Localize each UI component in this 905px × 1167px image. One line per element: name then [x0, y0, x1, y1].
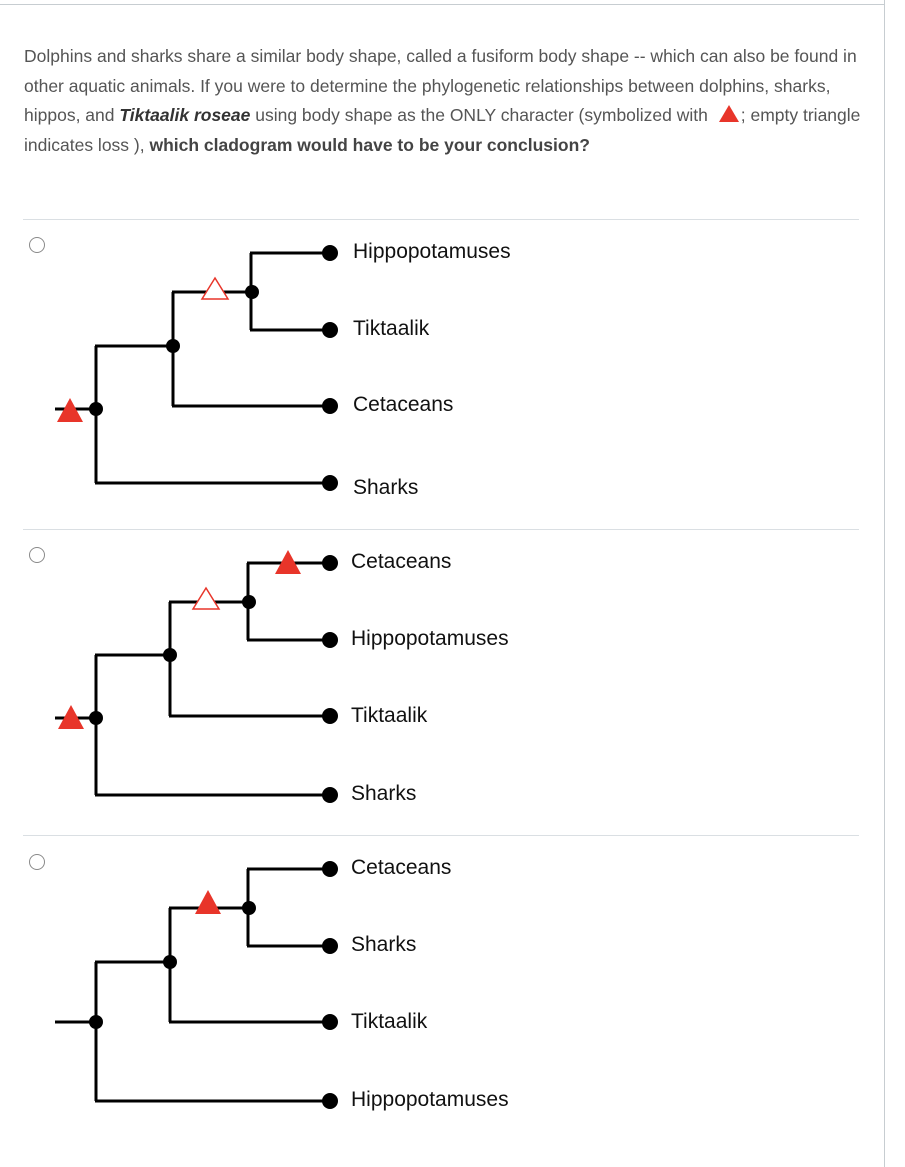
taxon-label: Hippopotamuses — [351, 627, 509, 650]
question-part-2: using body shape as the ONLY character (… — [250, 105, 713, 125]
divider — [23, 529, 859, 530]
taxon-label: Tiktaalik — [351, 1010, 428, 1033]
gain-triangle-icon — [718, 105, 739, 122]
taxon-label: Hippopotamuses — [353, 240, 511, 263]
question-part-1: Dolphins and sharks share a similar body… — [24, 46, 857, 125]
gain-triangle-icon — [57, 398, 83, 422]
species-name: Tiktaalik roseae — [119, 105, 251, 125]
divider — [23, 219, 859, 220]
gain-triangle-icon — [275, 550, 301, 574]
question-emphasis: which cladogram would have to be your co… — [149, 134, 590, 155]
question-text: Dolphins and sharks share a similar body… — [24, 42, 869, 160]
taxon-label: Sharks — [351, 933, 417, 956]
gain-triangle-icon — [58, 705, 84, 729]
radio-button-option-3[interactable] — [29, 854, 45, 870]
divider — [23, 835, 859, 836]
gain-triangle-icon — [195, 890, 221, 914]
answer-option-1[interactable]: Hippopotamuses Tiktaalik Cetaceans Shark… — [0, 220, 880, 530]
answer-option-3[interactable]: Cetaceans Sharks Tiktaalik Hippopotamuse… — [0, 836, 880, 1156]
question-part-3: ; empty triangle indicates loss ), — [24, 105, 861, 155]
cladogram-3 — [55, 861, 338, 1109]
frame-top-border — [0, 4, 885, 5]
taxon-label: Hippopotamuses — [351, 1088, 509, 1111]
taxon-label: Sharks — [353, 476, 419, 499]
taxon-label: Cetaceans — [353, 393, 454, 416]
radio-button-option-2[interactable] — [29, 547, 45, 563]
taxon-label: Tiktaalik — [353, 317, 430, 340]
loss-triangle-icon — [200, 276, 230, 300]
answer-option-2[interactable]: Cetaceans Hippopotamuses Tiktaalik Shark… — [0, 530, 880, 835]
cladogram-2 — [55, 550, 338, 803]
taxon-label: Sharks — [351, 782, 417, 805]
frame-right-border — [884, 0, 885, 1167]
radio-button-option-1[interactable] — [29, 237, 45, 253]
taxon-label: Tiktaalik — [351, 704, 428, 727]
cladogram-1 — [55, 245, 338, 491]
loss-triangle-icon — [191, 586, 221, 610]
taxon-label: Cetaceans — [351, 550, 452, 573]
taxon-label: Cetaceans — [351, 856, 452, 879]
